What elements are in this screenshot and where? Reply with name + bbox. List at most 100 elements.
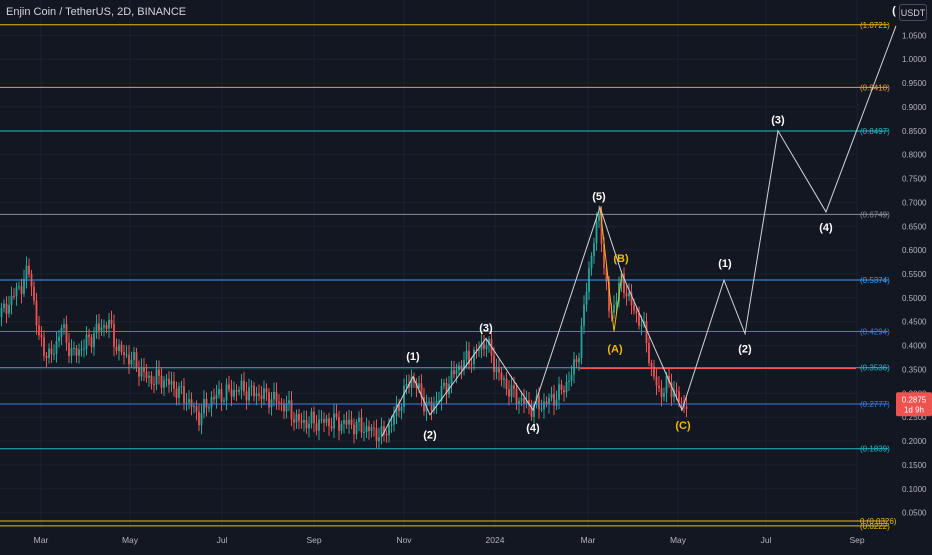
candle-body [648, 343, 650, 364]
candle-body [473, 349, 475, 365]
candle-body [93, 333, 95, 348]
candle-body [468, 350, 470, 364]
candle-body [393, 415, 395, 425]
candle-body [65, 324, 68, 343]
candle-body [60, 327, 63, 337]
x-tick-label: Nov [396, 535, 412, 545]
wave-label: (1) [718, 258, 732, 270]
candle-body [80, 349, 83, 351]
fib-level-label: 0 (0.0326) [860, 517, 897, 526]
candle-body [475, 349, 478, 351]
candle-body [208, 407, 210, 409]
candle-body [58, 336, 60, 341]
candle-body [168, 379, 170, 385]
candle-body [285, 403, 288, 412]
y-tick-label: 0.6500 [902, 222, 927, 231]
candle-body [585, 291, 588, 305]
candle-body [103, 325, 105, 328]
candle-body [343, 420, 345, 424]
wave-label: (C) [675, 420, 691, 432]
wave-label: (2) [423, 430, 437, 442]
candle-body [210, 397, 213, 408]
candle-body [685, 406, 688, 409]
wave-label: (3) [771, 115, 785, 127]
candle-body [280, 402, 283, 404]
candle-body [420, 383, 423, 398]
y-tick-label: 0.7500 [902, 175, 927, 184]
candle-body [640, 324, 643, 326]
candle-body [128, 354, 130, 365]
candle-body [260, 395, 263, 399]
candle-body [653, 366, 655, 377]
y-tick-label: 1.0000 [902, 55, 927, 64]
candle-body [230, 389, 233, 397]
candle-body [670, 382, 673, 397]
currency-button[interactable]: USDT [899, 4, 927, 21]
x-tick-label: 2024 [486, 535, 505, 545]
candle-body [35, 300, 38, 326]
candle-body [428, 401, 430, 403]
candle-body [70, 348, 73, 356]
candle-body [198, 411, 200, 426]
candle-body [248, 386, 250, 401]
candle-body [338, 417, 340, 431]
candle-body [88, 334, 90, 338]
candle-body [195, 406, 198, 412]
candle-body [273, 391, 275, 400]
y-tick-label: 0.7000 [902, 198, 927, 207]
candle-body [575, 359, 578, 363]
wave-label: (B) [613, 253, 629, 265]
candle-body [503, 378, 505, 380]
candle-body [28, 265, 30, 275]
candle-body [288, 400, 290, 404]
candle-body [68, 342, 70, 356]
wave-label: (4) [526, 422, 540, 434]
candle-body [333, 413, 335, 429]
candle-body [598, 215, 600, 221]
candle-body [225, 384, 228, 401]
candle-body [275, 391, 278, 402]
y-tick-label: 0.5000 [902, 294, 927, 303]
y-tick-label: 0.0500 [902, 509, 927, 518]
candle-body [363, 431, 365, 433]
x-tick-label: Jul [761, 535, 772, 545]
candle-body [325, 418, 328, 423]
candle-body [505, 378, 508, 390]
candle-body [125, 354, 128, 356]
wave-label: ( [892, 5, 896, 17]
candle-body [560, 384, 563, 391]
fib-level-label: (0.1839) [860, 445, 890, 454]
candle-body [330, 426, 333, 429]
candle-body [183, 386, 185, 403]
candle-body [3, 303, 5, 308]
candle-body [73, 347, 75, 349]
candle-body [53, 354, 55, 356]
candle-body [593, 243, 595, 257]
candle-body [673, 390, 675, 397]
fib-level-label: (0.6749) [860, 210, 890, 219]
y-tick-label: 0.9500 [902, 79, 927, 88]
candle-body [295, 413, 298, 423]
candle-body [660, 387, 663, 397]
candle-body [383, 426, 385, 434]
fib-level-label: (0.5374) [860, 276, 890, 285]
candle-body [300, 420, 303, 423]
y-tick-label: 0.2000 [902, 437, 927, 446]
x-tick-label: Mar [581, 535, 596, 545]
candle-body [150, 375, 153, 385]
candle-body [315, 423, 318, 431]
candle-body [265, 388, 268, 393]
candle-body [163, 380, 165, 388]
candle-body [235, 390, 238, 392]
candle-body [573, 359, 575, 375]
candle-body [380, 426, 383, 438]
candle-body [220, 389, 223, 402]
wave-label: (2) [738, 344, 752, 356]
candle-body [233, 390, 235, 397]
candle-body [508, 389, 510, 397]
candle-body [453, 370, 455, 374]
price-badge-value: 0.2875 [902, 395, 927, 404]
candle-body [645, 321, 648, 344]
